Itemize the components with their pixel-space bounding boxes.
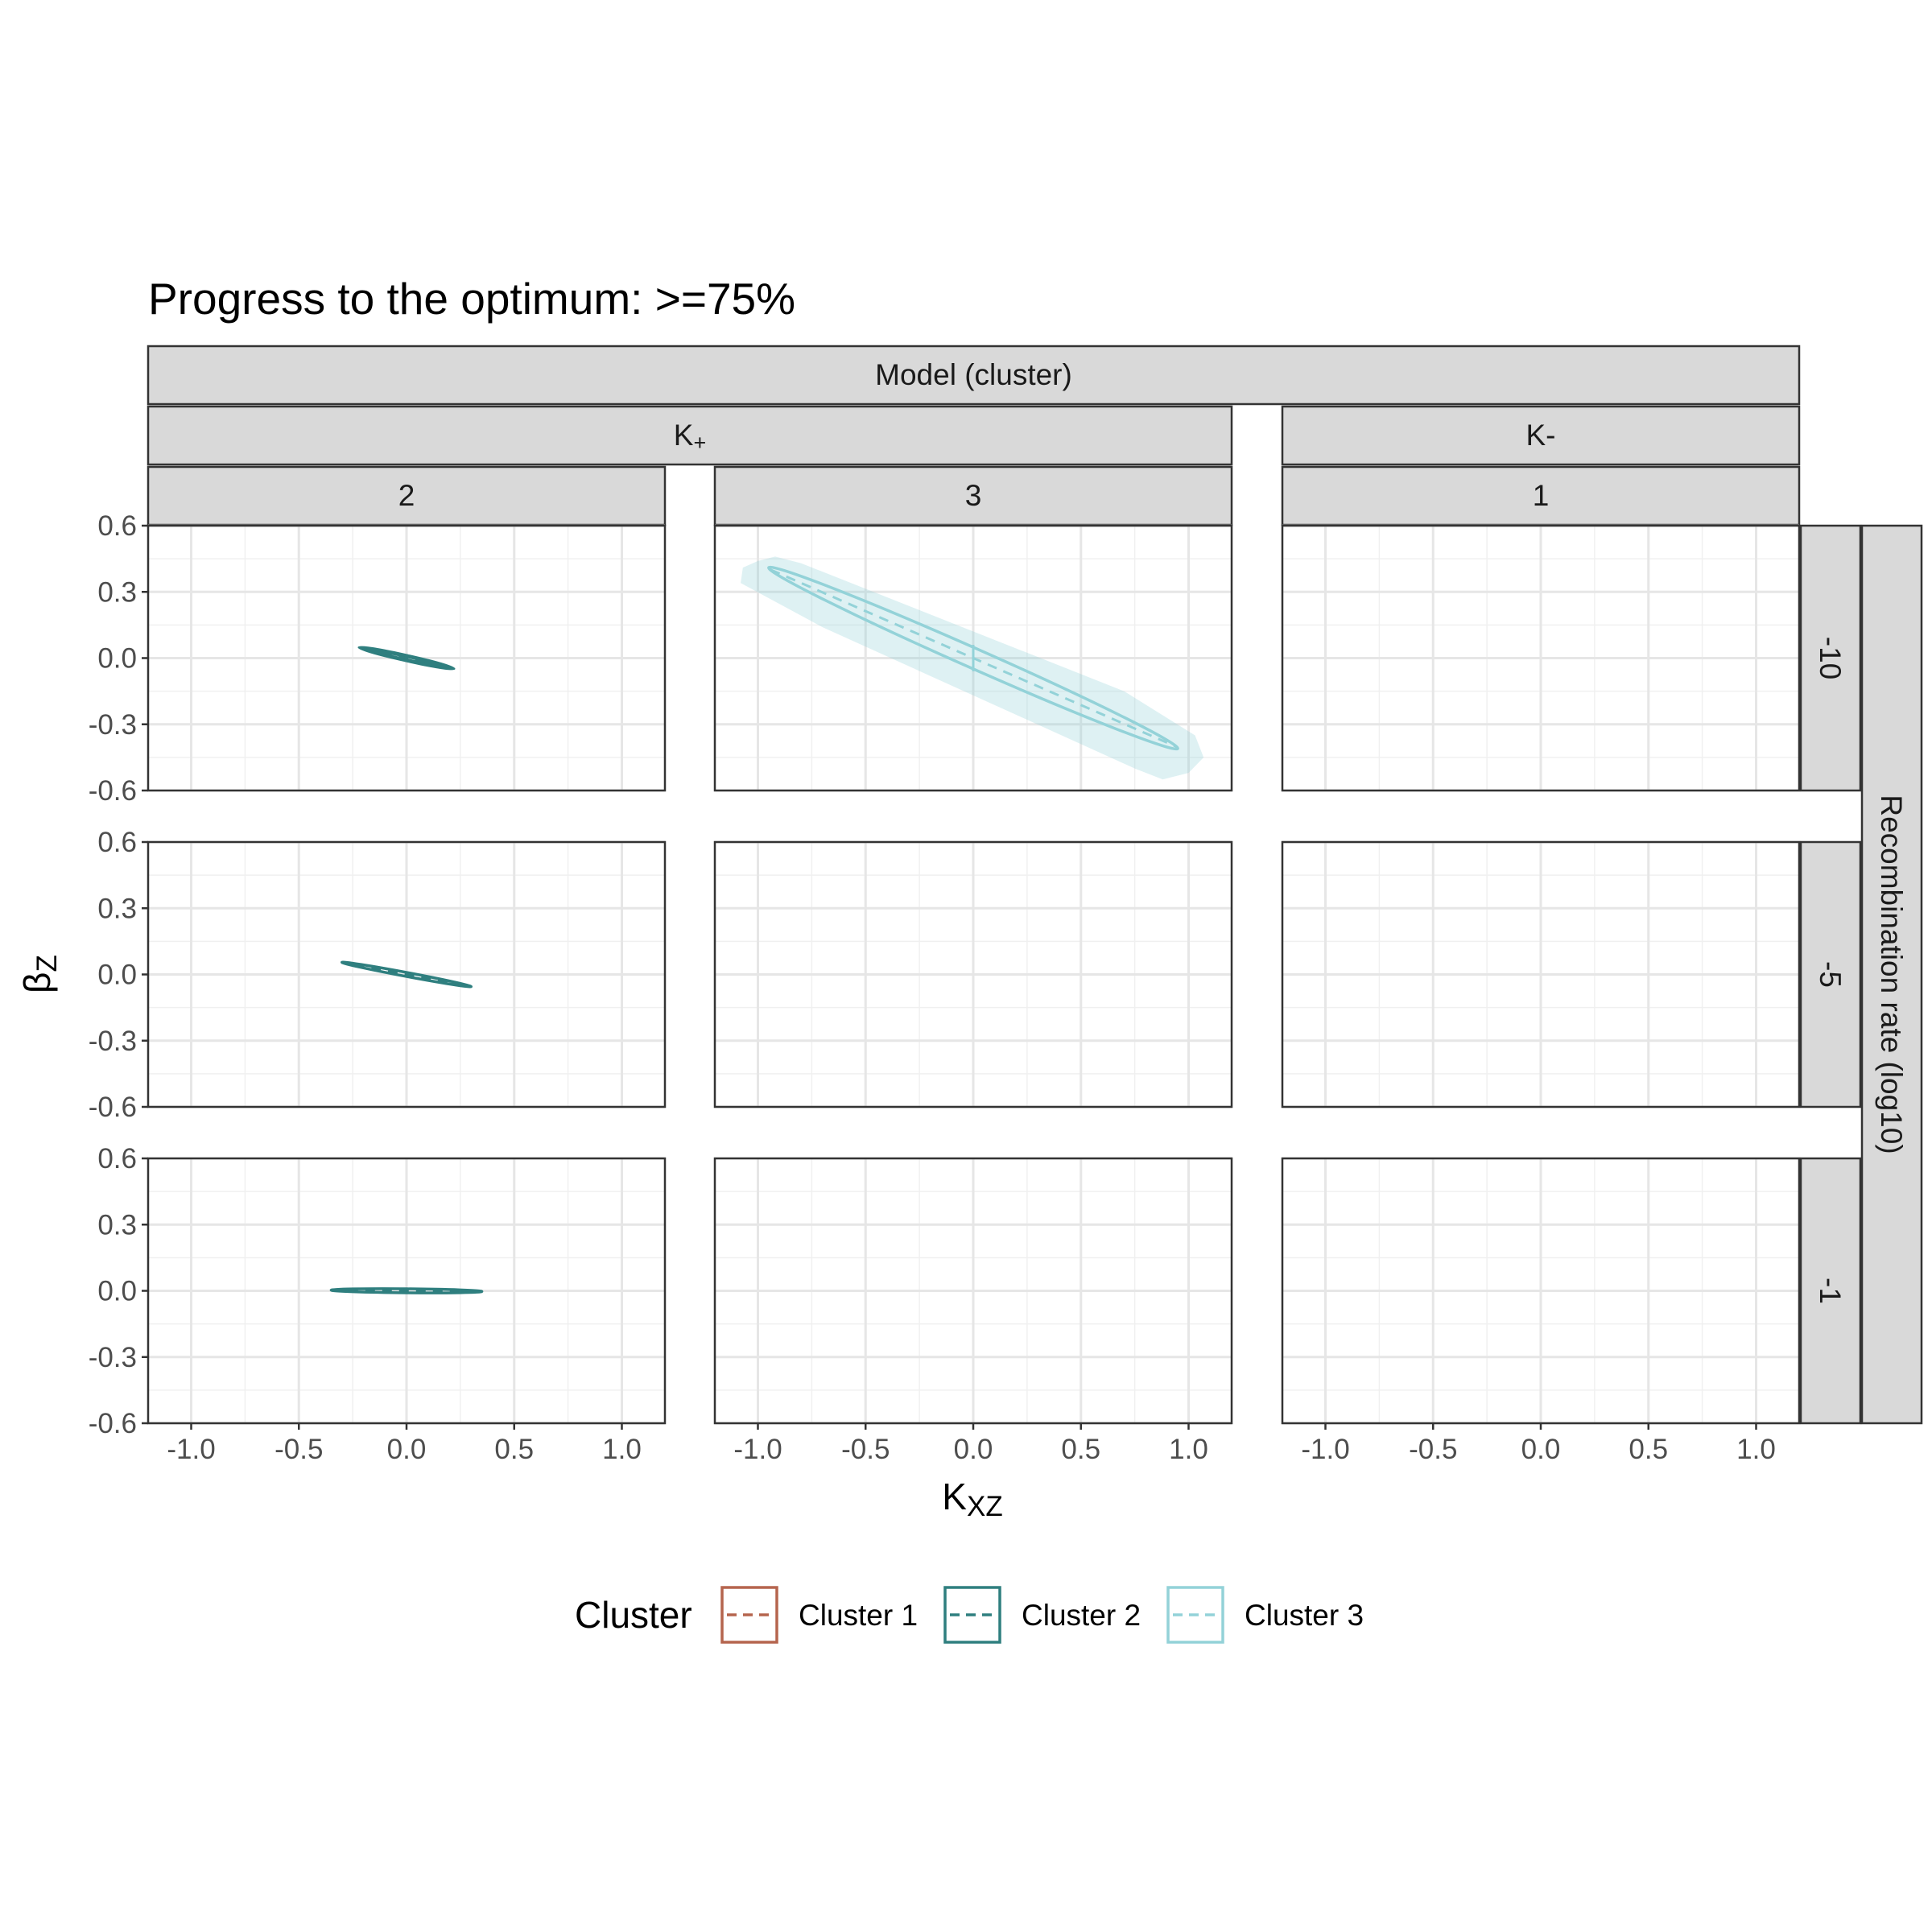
x-tick-label: -0.5 <box>1409 1434 1457 1465</box>
x-tick-label: -1.0 <box>1301 1434 1349 1465</box>
row-group-strip-label: Recombination rate (log10) <box>1875 795 1908 1154</box>
regression-dashed-line <box>354 963 459 986</box>
panel-2-1 <box>715 1157 1232 1425</box>
y-tick-label: 0.0 <box>97 643 137 675</box>
legend-label: Cluster 3 <box>1245 1599 1364 1632</box>
series-cluster-3-0-1 <box>741 556 1204 780</box>
ellipse-outline <box>340 960 473 989</box>
model-group-label-main: K <box>674 419 694 452</box>
cluster-strip-label: 1 <box>1533 479 1550 512</box>
y-tick-label: 0.3 <box>97 893 137 924</box>
y-axis-title: βZ <box>16 955 63 993</box>
x-tick-label: 1.0 <box>1736 1434 1776 1465</box>
y-tick-label: -0.3 <box>89 1026 137 1057</box>
x-tick-label: 1.0 <box>1169 1434 1208 1465</box>
y-tick-label: 0.6 <box>97 510 137 542</box>
y-tick-label: -0.3 <box>89 709 137 741</box>
ellipse-outline <box>767 565 1179 751</box>
cluster-strip <box>1281 465 1801 526</box>
row-strip <box>1799 840 1862 1108</box>
top-strip-label: Model (cluster) <box>875 358 1072 391</box>
x-tick-label: 1.0 <box>602 1434 642 1465</box>
y-tick-label: 0.6 <box>97 1143 137 1174</box>
y-tick-label: -0.6 <box>89 1408 137 1439</box>
y-tick-label: -0.6 <box>89 1092 137 1123</box>
panel-0-2 <box>1282 524 1799 792</box>
chart-title: Progress to the optimum: >=75% <box>148 274 795 324</box>
y-tick-label: 0.3 <box>97 1209 137 1241</box>
x-tick-label: -0.5 <box>275 1434 323 1465</box>
panel-layer <box>148 524 1799 1425</box>
cluster-strip <box>147 465 667 526</box>
legend-title: Cluster <box>575 1594 692 1636</box>
legend: Cluster Cluster 1 Cluster 2 Cluster 3 <box>575 1586 1364 1644</box>
model-group-label: K- <box>1526 419 1556 452</box>
cluster-strip <box>713 465 1233 526</box>
top-strip <box>147 345 1801 406</box>
x-axis-title: KXZ <box>942 1476 1002 1522</box>
model-group-label-main: K- <box>1526 419 1556 452</box>
model-group-label: K+ <box>674 419 706 455</box>
x-axis-title-main: K <box>942 1476 967 1517</box>
y-axis-title-main: β <box>16 972 58 993</box>
panel-2-2 <box>1282 1157 1799 1425</box>
model-group-strip <box>147 405 1233 466</box>
x-tick-label: 0.5 <box>1061 1434 1100 1465</box>
panel-1-0 <box>148 840 665 1108</box>
row-group-strip <box>1860 524 1923 1425</box>
y-tick-label: 0.0 <box>97 1276 137 1307</box>
ellipse-outline <box>329 1287 484 1294</box>
x-tick-label: 0.0 <box>954 1434 993 1465</box>
panel-border <box>1281 840 1801 1108</box>
panel-1-2 <box>1282 840 1799 1108</box>
y-tick-label: 0.0 <box>97 960 137 991</box>
model-group-strip <box>1281 405 1801 466</box>
strip-layer: Model (cluster) K+ K- 2 3 1 -10 -5 -1 Recombinati… <box>147 345 1923 1425</box>
x-tick-label: -1.0 <box>167 1434 215 1465</box>
regression-dashed-line <box>348 1289 465 1293</box>
x-tick-label: 0.5 <box>1629 1434 1668 1465</box>
y-axis-title-sub: Z <box>31 955 63 972</box>
y-tick-label: 0.6 <box>97 827 137 858</box>
x-axis-title-sub: XZ <box>967 1491 1003 1522</box>
row-strip-label: -10 <box>1814 637 1847 679</box>
y-tick-label: 0.3 <box>97 576 137 608</box>
x-tick-label: -0.5 <box>841 1434 890 1465</box>
series-cluster-2-1-0 <box>340 960 473 989</box>
panel-border <box>713 840 1233 1108</box>
panel-border <box>1281 524 1801 792</box>
y-tick-label: -0.6 <box>89 775 137 807</box>
x-tick-label: 0.0 <box>387 1434 427 1465</box>
series-cluster-2-0-0 <box>357 646 456 671</box>
legend-label: Cluster 2 <box>1022 1599 1141 1632</box>
cluster-strip-label: 3 <box>965 479 982 512</box>
row-strip <box>1799 524 1862 792</box>
x-tick-label: 0.5 <box>494 1434 534 1465</box>
row-strip <box>1799 1157 1862 1425</box>
series-cluster-2-2-0 <box>329 1287 484 1294</box>
axes-layer: 0.6 0.3 0.0 -0.3 -0.6 0.6 0.3 0.0 -0.3 -0.6 0.6 0.3… <box>16 510 1801 1522</box>
x-tick-label: 0.0 <box>1521 1434 1561 1465</box>
panel-1-1 <box>715 840 1232 1108</box>
panel-border <box>713 524 1233 792</box>
y-tick-label: -0.3 <box>89 1342 137 1373</box>
row-strip-label: -1 <box>1814 1278 1847 1304</box>
row-strip-label: -5 <box>1814 961 1847 988</box>
cluster-strip-label: 2 <box>398 479 415 512</box>
legend-label: Cluster 1 <box>799 1599 918 1632</box>
model-group-label-sub: + <box>693 431 706 455</box>
x-tick-label: -1.0 <box>733 1434 782 1465</box>
